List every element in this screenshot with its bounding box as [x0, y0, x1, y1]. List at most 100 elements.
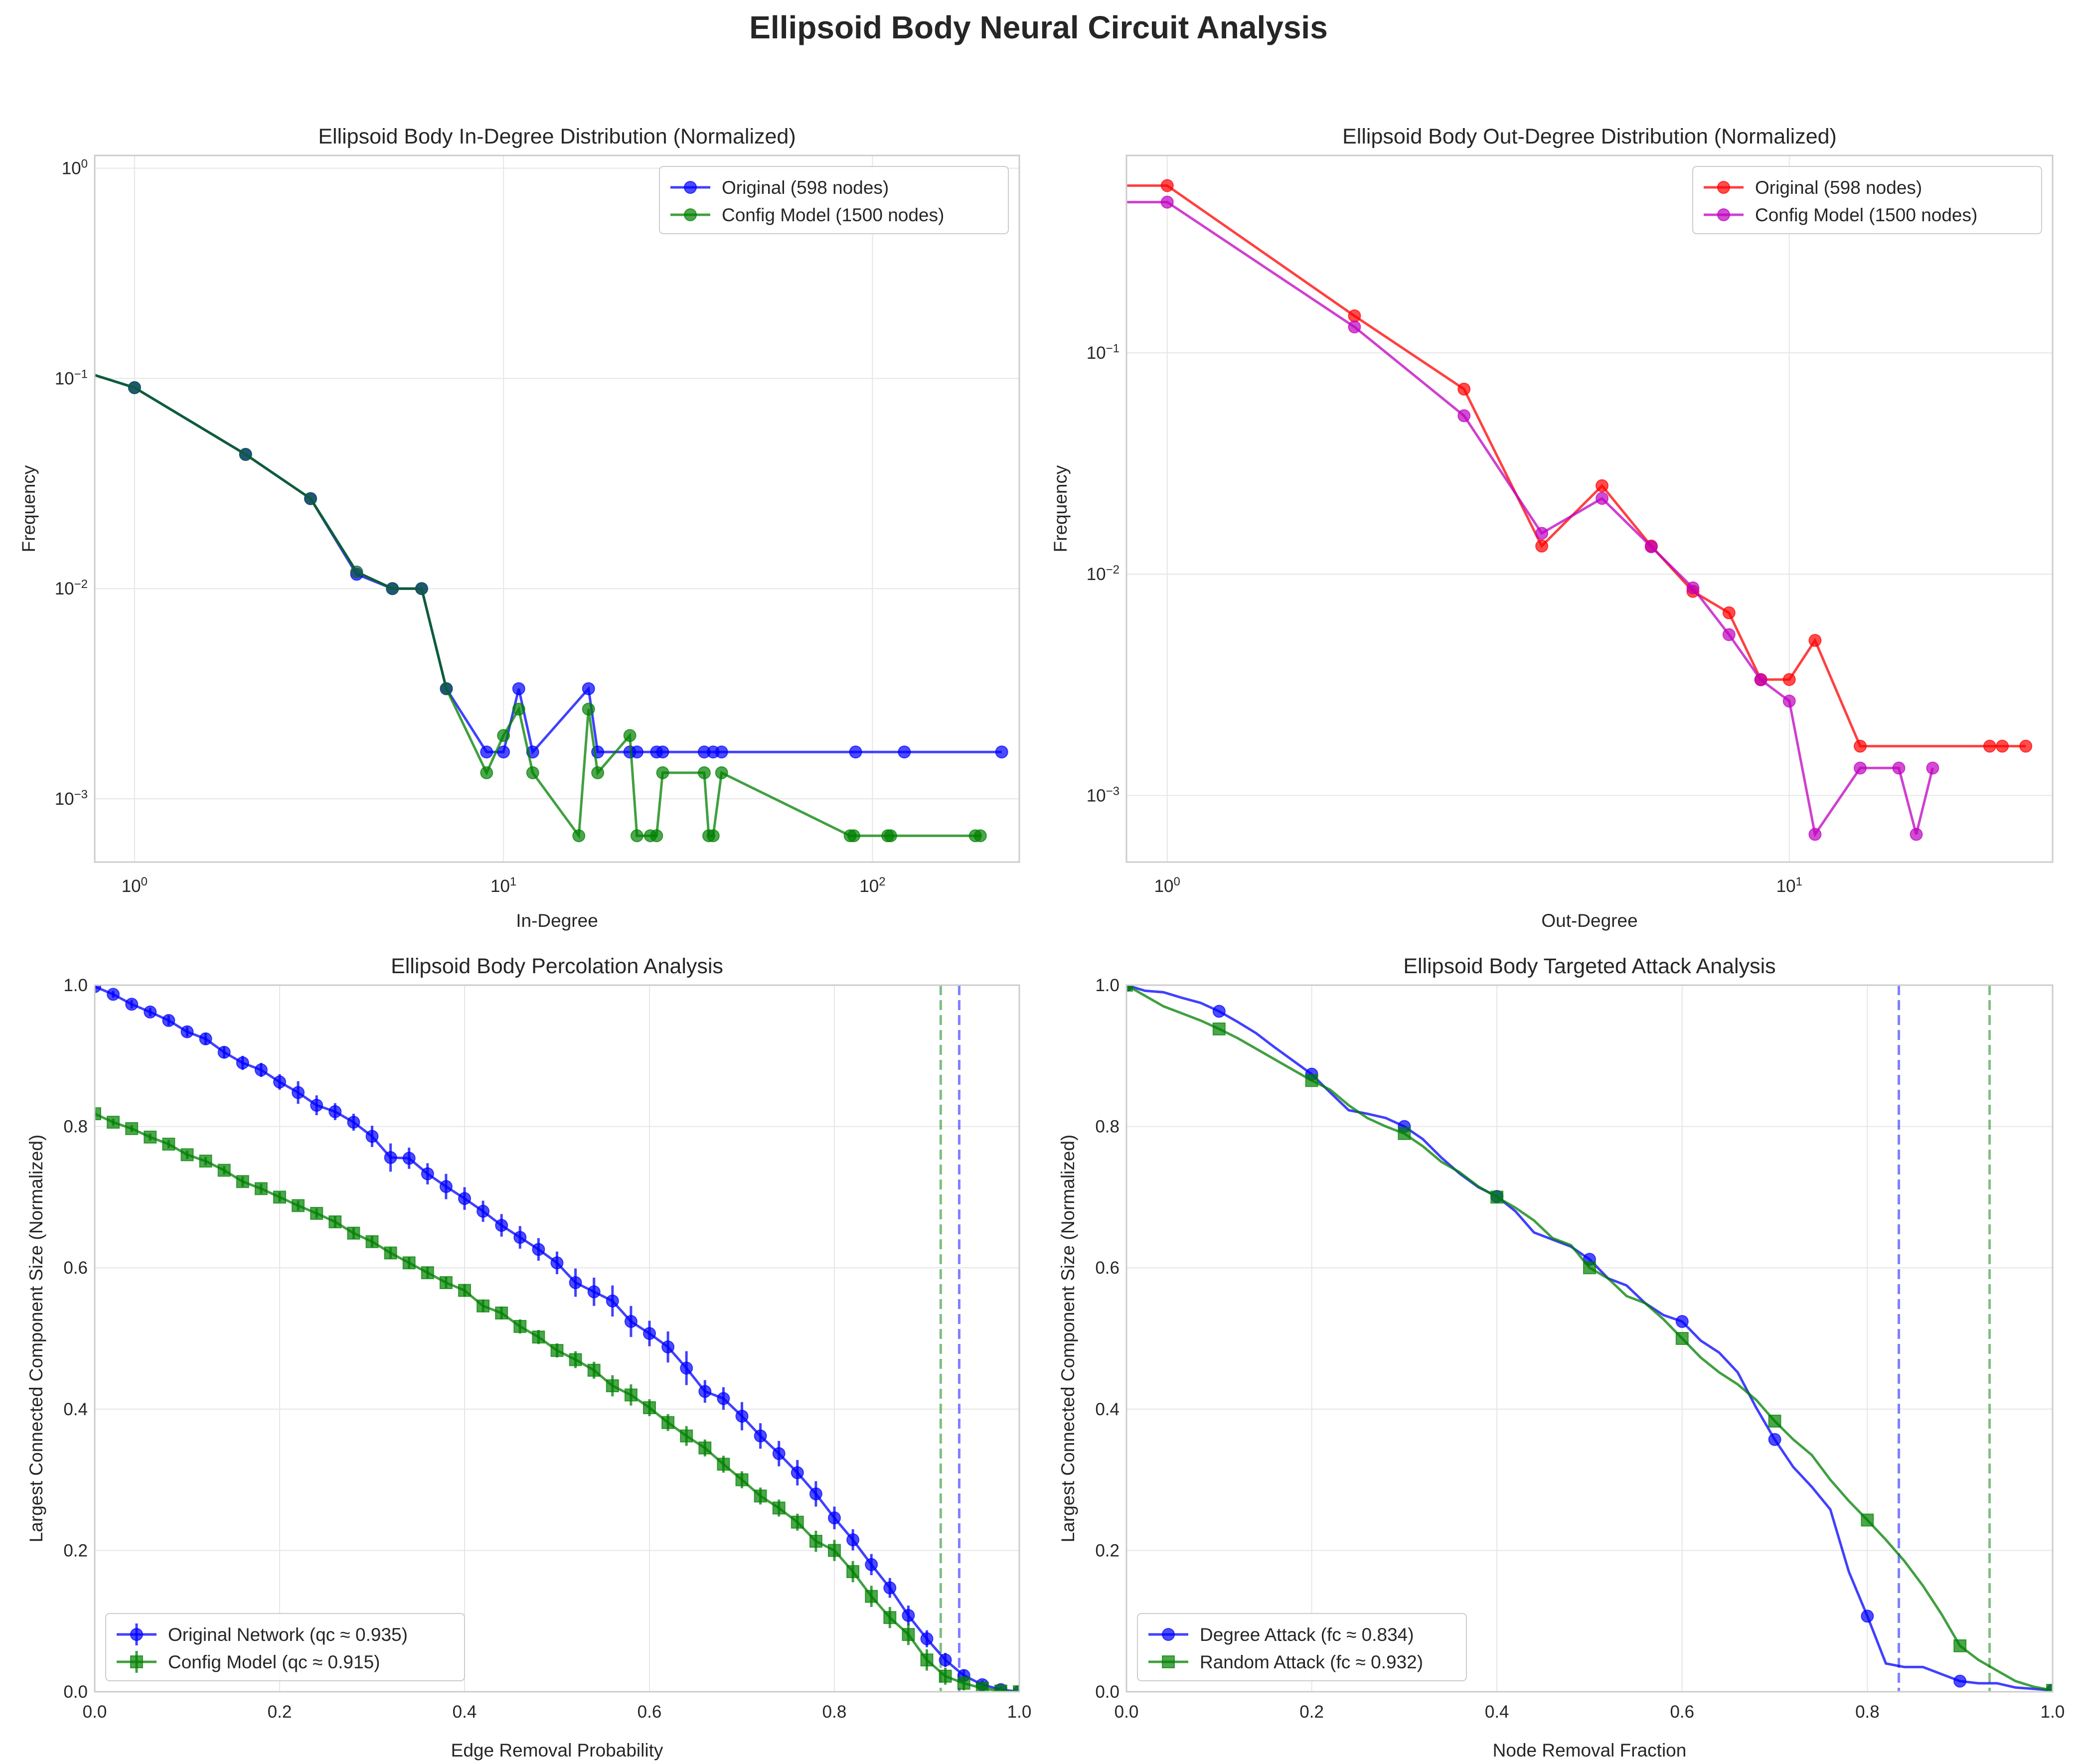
data-point [828, 1544, 841, 1557]
axes-frame [94, 984, 1020, 1693]
data-point [1983, 739, 1996, 753]
plot-area [1126, 155, 2053, 862]
data-point [1535, 539, 1549, 553]
data-point [735, 1473, 749, 1486]
data-point [624, 1388, 638, 1402]
data-point [1686, 581, 1700, 594]
data-point [1160, 179, 1174, 192]
data-point [1126, 985, 1133, 992]
data-point [624, 1315, 638, 1328]
legend-box [105, 1613, 465, 1681]
data-point [772, 1501, 786, 1515]
data-point [754, 1489, 767, 1503]
data-point [439, 1180, 453, 1193]
in-degree-panel: 100 101 102 10−3 10−2 10−1 100 Ellipsoid Body I… [18, 125, 1020, 931]
data-point [973, 829, 987, 843]
x-axis-label: Node Removal Fraction [1493, 1740, 1687, 1761]
data-point [587, 1363, 601, 1377]
data-point [310, 1207, 323, 1220]
plot-area [95, 985, 1019, 1692]
data-point [680, 1429, 693, 1443]
legend-marker [130, 1655, 143, 1668]
data-point [347, 1226, 360, 1240]
data-point [512, 682, 525, 696]
data-point [1212, 1022, 1226, 1035]
legend-label: Random Attack (fc ≈ 0.932) [1200, 1652, 1423, 1672]
data-point [526, 766, 539, 779]
data-point [846, 1565, 860, 1578]
x-axis-label: Edge Removal Probability [451, 1740, 663, 1761]
data-point [480, 745, 493, 759]
data-point [1490, 1190, 1504, 1204]
legend-box [659, 166, 1009, 234]
data-point [630, 829, 643, 843]
data-point [180, 1148, 194, 1162]
plot-series [95, 985, 1019, 1692]
y-tick-label: 1.0 [1095, 976, 1119, 995]
data-point [1861, 1610, 1874, 1623]
data-point [717, 1458, 730, 1471]
y-tick-label: 10−2 [55, 578, 88, 599]
data-point [1853, 739, 1867, 753]
data-point [1808, 634, 1822, 647]
data-point [328, 1215, 342, 1229]
data-point [847, 829, 860, 843]
data-point [1348, 320, 1361, 334]
plot-series [95, 374, 1008, 843]
data-point [95, 985, 101, 993]
data-point [1457, 382, 1471, 396]
data-point [254, 1182, 268, 1195]
legend-label: Config Model (qc ≈ 0.915) [168, 1652, 380, 1672]
data-point [125, 998, 139, 1011]
data-point [572, 829, 586, 843]
percolation-panel: 0.0 0.2 0.4 0.6 0.8 1.0 0.0 0.2 0.4 0.6 0.8 1.0 Elli… [26, 954, 1031, 1761]
plot-series [1126, 985, 2053, 1692]
data-point [1675, 1315, 1689, 1328]
data-point [884, 829, 897, 843]
data-point [1398, 1127, 1411, 1140]
data-point [1535, 527, 1549, 540]
data-point [828, 1511, 841, 1525]
panel-title: Ellipsoid Body In-Degree Distribution (N… [318, 125, 796, 148]
x-tick-label: 0.4 [453, 1702, 477, 1722]
axes-frame [1125, 154, 2054, 863]
legend-marker [1162, 1628, 1175, 1641]
data-point [347, 1116, 360, 1129]
data-point [480, 766, 493, 779]
data-point [1457, 409, 1471, 423]
y-tick-label: 100 [62, 157, 88, 178]
plot-area [95, 155, 1019, 862]
data-point [975, 1681, 989, 1692]
data-point [995, 745, 1008, 759]
legend-marker [1717, 208, 1730, 221]
x-axis-label: In-Degree [516, 910, 598, 931]
data-point [582, 703, 595, 716]
data-point [698, 1385, 712, 1398]
legend-box [1692, 166, 2042, 234]
legend-label: Config Model (1500 nodes) [1755, 205, 1977, 225]
data-point [898, 745, 911, 759]
x-tick-label: 0.6 [638, 1702, 662, 1722]
data-point [1768, 1414, 1781, 1428]
data-point [2046, 1684, 2053, 1692]
attack-panel: 0.0 0.2 0.4 0.6 0.8 1.0 0.0 0.2 0.4 0.6 0.8 1.0 Elli… [1058, 954, 2065, 1761]
data-point [1596, 479, 1609, 492]
data-point [587, 1285, 601, 1299]
x-tick-label: 0.2 [268, 1702, 292, 1722]
x-axis-label: Out-Degree [1541, 910, 1637, 931]
data-point [939, 1669, 952, 1683]
data-point [883, 1611, 897, 1624]
legend: Degree Attack (fc ≈ 0.834) Random Attack … [1137, 1613, 1467, 1681]
data-point [698, 1441, 712, 1455]
x-tick-label: 101 [1776, 875, 1802, 896]
panel-title: Ellipsoid Body Out-Degree Distribution (… [1342, 125, 1837, 148]
data-point [1212, 1005, 1226, 1018]
legend-label: Degree Attack (fc ≈ 0.834) [1200, 1624, 1414, 1645]
data-point [1596, 492, 1609, 505]
y-tick-label: 1.0 [63, 976, 88, 995]
data-point [421, 1167, 434, 1180]
data-point [107, 988, 120, 1001]
y-tick-label: 0.4 [63, 1400, 88, 1419]
data-point [772, 1447, 786, 1461]
data-point [656, 766, 669, 779]
